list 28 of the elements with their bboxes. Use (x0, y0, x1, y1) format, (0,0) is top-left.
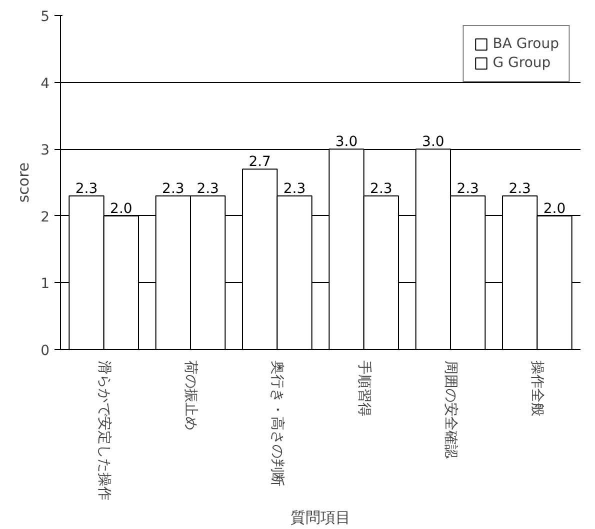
x-axis-title: 質問項目 (290, 508, 350, 526)
x-tick-label: 奥行き・高さの判断 (269, 360, 286, 486)
data-label: 2.3 (196, 180, 219, 197)
y-tick-label: 4 (40, 76, 50, 92)
data-label: 2.3 (370, 180, 392, 197)
data-label: 2.3 (283, 180, 306, 197)
x-tick-label: 操作全般 (529, 360, 546, 416)
y-tick-label: 0 (40, 343, 50, 359)
data-label: 2.7 (248, 154, 271, 170)
data-label: 2.3 (75, 180, 98, 197)
y-tick-label: 5 (40, 9, 50, 25)
data-label: 2.0 (110, 200, 132, 217)
x-tick-label: 滑らかで安定した操作 (96, 360, 112, 500)
x-tick-label: 荷の振止め (182, 360, 198, 430)
data-label: 2.3 (162, 180, 184, 197)
x-tick-label: 周囲の安全確認 (442, 360, 458, 458)
y-tick-label: 1 (40, 276, 50, 292)
y-tick-label: 2 (40, 209, 50, 226)
data-label: 3.0 (335, 134, 358, 150)
x-tick-label: 手順習得 (356, 360, 372, 416)
data-label: 3.0 (422, 134, 444, 150)
data-label: 2.0 (543, 200, 566, 217)
y-tick-label: 3 (40, 142, 50, 159)
legend-label: G Group (492, 55, 551, 71)
y-axis-title: score (14, 162, 33, 203)
data-label: 2.3 (508, 180, 531, 197)
legend-label: BA Group (492, 36, 559, 52)
data-label: 2.3 (456, 180, 479, 197)
